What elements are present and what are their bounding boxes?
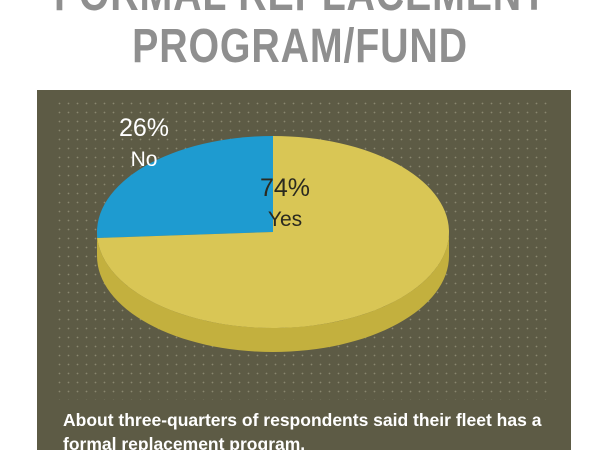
slice-value-no: 26% — [119, 114, 169, 142]
pie-rim — [97, 232, 449, 352]
chart-panel: 26% No 74% Yes About three-quarters of resp… — [37, 90, 571, 450]
chart-caption: About three-quarters of respondents said… — [63, 410, 542, 450]
slice-label-no: No — [131, 148, 158, 171]
slice-label-yes: Yes — [268, 208, 302, 231]
pie-slice-yes — [97, 136, 449, 328]
pie-slice-no — [97, 136, 273, 239]
chart-title-line-2: PROGRAM/FUND — [132, 20, 468, 73]
pie-chart: 26% No 74% Yes — [57, 100, 551, 400]
slice-value-yes: 74% — [260, 174, 310, 202]
chart-title-line-1: FORMAL REPLACEMENT — [54, 0, 546, 19]
